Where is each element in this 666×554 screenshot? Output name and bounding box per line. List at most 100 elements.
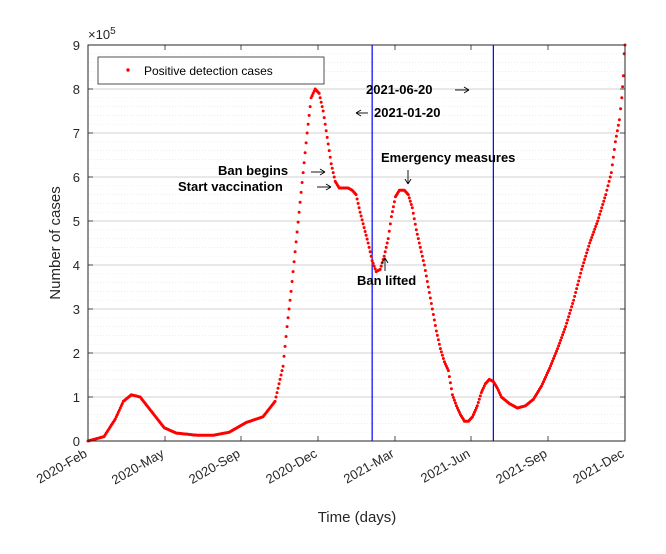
data-point — [602, 199, 606, 203]
data-point — [420, 254, 424, 258]
data-point — [557, 344, 561, 348]
data-point — [612, 148, 616, 151]
data-point — [360, 218, 364, 222]
data-point — [301, 171, 305, 175]
data-point — [569, 308, 573, 312]
data-point — [307, 113, 311, 117]
data-point — [432, 318, 436, 322]
data-point — [576, 283, 580, 287]
data-point — [615, 129, 619, 133]
annotation-date-start: 2021-01-20 — [374, 105, 441, 120]
data-point — [305, 131, 309, 135]
data-point — [452, 398, 456, 402]
y-tick-label: 2 — [73, 346, 80, 361]
data-point — [357, 206, 361, 210]
data-point — [567, 315, 571, 319]
data-point — [591, 233, 595, 237]
data-point — [388, 222, 392, 226]
data-point — [355, 197, 359, 201]
data-point — [572, 298, 576, 302]
data-point — [361, 222, 365, 226]
data-point — [295, 230, 299, 234]
y-tick-label: 9 — [73, 38, 80, 53]
data-point — [279, 373, 283, 377]
data-point — [599, 209, 603, 213]
data-point — [358, 210, 362, 214]
arrow-head-start-vaccination — [325, 183, 332, 191]
data-point — [447, 375, 451, 379]
data-point — [578, 275, 582, 279]
data-point — [617, 118, 621, 122]
data-point — [317, 91, 321, 95]
data-point — [274, 395, 278, 399]
data-point — [332, 175, 336, 179]
data-point — [598, 212, 602, 216]
data-point — [383, 250, 387, 254]
data-point — [391, 205, 395, 209]
data-point — [574, 291, 578, 294]
data-point — [428, 296, 432, 300]
data-point — [585, 251, 589, 255]
data-point — [600, 206, 604, 210]
data-point — [593, 227, 597, 231]
data-point — [362, 226, 366, 230]
data-point — [363, 229, 367, 233]
data-point — [277, 382, 281, 386]
x-tick-label: 2020-May — [109, 445, 167, 487]
data-point — [607, 179, 611, 183]
data-point — [417, 241, 421, 245]
data-point — [356, 201, 360, 205]
data-point — [359, 214, 363, 218]
y-tick-label: 5 — [73, 214, 80, 229]
data-point — [413, 222, 417, 226]
data-point — [422, 263, 426, 267]
data-point — [451, 396, 455, 400]
data-point — [580, 267, 584, 271]
data-point — [550, 361, 554, 365]
annotation-ban-lifted: Ban lifted — [357, 273, 416, 288]
data-point — [613, 140, 617, 144]
data-point — [603, 196, 607, 200]
data-point — [558, 341, 562, 345]
data-point — [326, 142, 330, 146]
data-points — [86, 43, 627, 443]
data-point — [299, 190, 303, 194]
data-point — [325, 135, 329, 139]
legend-marker — [126, 68, 130, 72]
data-point — [588, 241, 592, 245]
data-point — [285, 325, 289, 329]
data-point — [293, 250, 297, 254]
data-point — [372, 264, 376, 268]
y-exponent-label: ×105 — [88, 26, 116, 42]
data-point — [364, 233, 368, 237]
x-tick-label: 2021-Sep — [493, 446, 549, 487]
data-point — [282, 354, 286, 358]
data-point — [407, 196, 411, 200]
data-point — [390, 210, 394, 214]
data-point — [291, 270, 295, 274]
data-point — [450, 393, 454, 397]
axis-ticks: 0 1 2 3 4 5 6 7 8 9 2020-Feb 2020-May 2020-Sep 2020-D… — [34, 38, 627, 488]
data-point — [275, 391, 279, 395]
data-point — [552, 357, 556, 360]
data-point — [438, 347, 442, 351]
data-point — [287, 307, 291, 311]
data-point — [306, 122, 310, 126]
data-point — [371, 261, 375, 265]
data-point — [582, 261, 586, 265]
data-point — [478, 394, 482, 398]
data-point — [440, 353, 444, 357]
data-point — [297, 210, 301, 214]
data-point — [303, 151, 307, 155]
data-point — [289, 289, 293, 293]
data-point — [427, 291, 431, 294]
data-point — [283, 344, 287, 348]
data-point — [378, 267, 382, 271]
data-point — [365, 237, 369, 241]
data-point — [439, 350, 443, 354]
data-point — [606, 184, 610, 188]
data-point — [379, 264, 383, 268]
data-point — [554, 352, 558, 356]
data-point — [424, 274, 428, 278]
